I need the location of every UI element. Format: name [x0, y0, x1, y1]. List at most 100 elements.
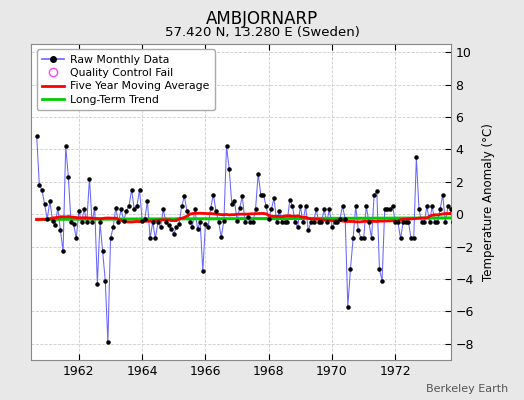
Point	[494, 206, 503, 212]
Point	[465, 219, 473, 226]
Point	[286, 196, 294, 203]
Point	[91, 204, 99, 211]
Point	[301, 203, 310, 209]
Point	[170, 230, 178, 237]
Point	[199, 268, 207, 274]
Point	[404, 219, 412, 226]
Point	[259, 192, 268, 198]
Point	[475, 149, 484, 156]
Point	[175, 221, 183, 227]
Point	[106, 235, 115, 242]
Point	[317, 219, 325, 226]
Point	[341, 216, 350, 222]
Point	[523, 206, 524, 212]
Point	[35, 182, 43, 188]
Point	[386, 206, 394, 212]
Point	[225, 166, 233, 172]
Point	[183, 208, 191, 214]
Point	[140, 216, 149, 222]
Point	[439, 192, 447, 198]
Point	[151, 235, 159, 242]
Point	[331, 219, 339, 226]
Point	[185, 219, 194, 226]
Point	[93, 281, 102, 287]
Point	[201, 221, 210, 227]
Point	[293, 224, 302, 230]
Point	[396, 235, 405, 242]
Point	[130, 206, 138, 212]
Point	[67, 219, 75, 226]
Point	[101, 277, 110, 284]
Point	[383, 206, 391, 212]
Point	[486, 206, 494, 212]
Point	[278, 219, 286, 226]
Point	[217, 234, 225, 240]
Point	[125, 203, 133, 209]
Point	[420, 219, 429, 226]
Point	[512, 206, 521, 212]
Point	[135, 187, 144, 193]
Point	[32, 133, 41, 140]
Point	[339, 203, 347, 209]
Point	[112, 204, 120, 211]
Point	[206, 204, 215, 211]
Point	[407, 235, 416, 242]
Point	[70, 221, 78, 227]
Point	[425, 219, 434, 226]
Point	[467, 206, 476, 212]
Point	[96, 219, 104, 226]
Point	[38, 187, 46, 193]
Text: Berkeley Earth: Berkeley Earth	[426, 384, 508, 394]
Text: 57.420 N, 13.280 E (Sweden): 57.420 N, 13.280 E (Sweden)	[165, 26, 359, 39]
Point	[336, 216, 344, 222]
Point	[423, 203, 431, 209]
Point	[346, 266, 355, 272]
Point	[333, 219, 342, 226]
Point	[252, 206, 260, 212]
Point	[502, 206, 510, 212]
Point	[235, 204, 244, 211]
Point	[270, 195, 278, 201]
Point	[418, 219, 426, 226]
Point	[59, 248, 67, 255]
Point	[204, 224, 212, 230]
Point	[88, 219, 96, 226]
Point	[481, 192, 489, 198]
Point	[412, 154, 421, 161]
Point	[209, 192, 217, 198]
Point	[83, 219, 91, 226]
Point	[143, 198, 151, 204]
Point	[520, 206, 524, 212]
Point	[165, 222, 173, 229]
Point	[483, 203, 492, 209]
Point	[349, 235, 357, 242]
Point	[370, 192, 378, 198]
Point	[497, 203, 505, 209]
Point	[48, 218, 57, 224]
Point	[394, 219, 402, 226]
Point	[462, 206, 471, 212]
Point	[191, 206, 199, 212]
Point	[391, 219, 399, 226]
Point	[510, 206, 518, 212]
Point	[454, 203, 463, 209]
Point	[172, 224, 181, 230]
Point	[354, 227, 363, 234]
Point	[157, 224, 165, 230]
Point	[444, 203, 452, 209]
Point	[241, 219, 249, 226]
Point	[367, 235, 376, 242]
Point	[489, 206, 497, 212]
Point	[314, 219, 323, 226]
Point	[188, 224, 196, 230]
Point	[51, 222, 59, 229]
Point	[127, 187, 136, 193]
Y-axis label: Temperature Anomaly (°C): Temperature Anomaly (°C)	[482, 123, 495, 281]
Point	[352, 203, 360, 209]
Point	[114, 219, 123, 226]
Point	[146, 235, 154, 242]
Point	[380, 206, 389, 212]
Point	[325, 206, 334, 212]
Point	[104, 339, 112, 345]
Point	[154, 219, 162, 226]
